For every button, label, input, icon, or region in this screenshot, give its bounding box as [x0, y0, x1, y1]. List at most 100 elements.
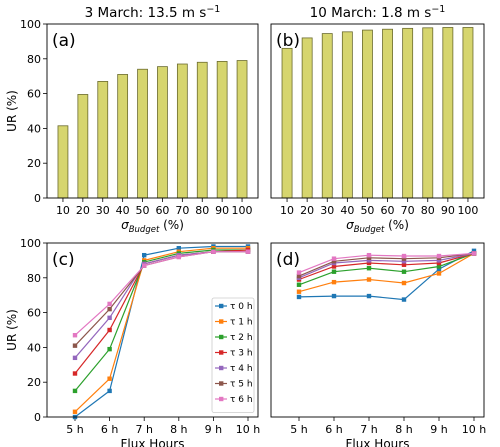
- data-point: [401, 262, 407, 267]
- x-tick-label: 40: [340, 204, 354, 217]
- data-point: [142, 263, 147, 268]
- data-point: [436, 260, 442, 266]
- data-point: [296, 282, 302, 287]
- series-line: [74, 249, 248, 392]
- x-tick-label: 70: [401, 204, 415, 217]
- data-point: [331, 256, 337, 261]
- x-tick-label: 20: [300, 204, 314, 217]
- data-point: [436, 266, 442, 272]
- y-tick-label: 60: [27, 307, 41, 320]
- plot-frame-2: [46, 242, 259, 418]
- x-label-unit: (%): [384, 218, 409, 232]
- title-superscript: −1: [431, 4, 445, 15]
- legend-swatch-marker: [219, 350, 224, 355]
- legend-swatch-marker: [219, 319, 224, 324]
- x-axis-label: Flux Hours: [346, 437, 410, 447]
- data-point: [401, 259, 407, 264]
- plot-frame-1: [270, 23, 485, 199]
- data-point: [366, 266, 372, 271]
- data-point: [107, 315, 112, 321]
- series-line: [298, 250, 475, 301]
- plot-frame-3: [270, 242, 485, 418]
- y-tick-label: 100: [20, 237, 41, 250]
- bar: [321, 33, 333, 199]
- data-point: [366, 252, 372, 258]
- data-point: [331, 264, 337, 269]
- legend-swatch-marker: [219, 396, 224, 402]
- x-tick-label: 5 h: [66, 423, 83, 436]
- x-tick-label: 20: [76, 204, 90, 217]
- series-line: [298, 252, 475, 277]
- data-point: [72, 355, 78, 361]
- line-chart-panel: 5 h 6 h 7 h 8 h 9 h 10 h Flux Hours (d): [276, 248, 486, 447]
- legend-swatch-marker: [219, 381, 224, 386]
- data-point: [471, 248, 477, 254]
- title-superscript: −1: [206, 4, 220, 15]
- y-tick-label: 20: [27, 157, 41, 170]
- y-tick-label: 0: [34, 192, 41, 205]
- panel-label: (d): [276, 250, 300, 270]
- data-point: [331, 259, 337, 264]
- data-point: [401, 297, 407, 302]
- legend-swatch-marker: [219, 303, 224, 309]
- data-point: [331, 279, 337, 285]
- data-point: [331, 293, 337, 299]
- data-point: [366, 255, 372, 260]
- y-tick-label: 20: [27, 376, 41, 389]
- panel-label: (a): [52, 31, 76, 51]
- x-tick-label: 50: [360, 204, 374, 217]
- series-line: [298, 252, 475, 293]
- x-tick-label: 8 h: [395, 423, 412, 436]
- title-main: 3 March: 13.5 m s: [85, 5, 207, 21]
- x-label-subscript: Budget: [129, 225, 160, 235]
- y-tick-label: 60: [27, 88, 41, 101]
- y-tick-label: 80: [27, 272, 41, 285]
- bar: [77, 94, 89, 199]
- panel-label: (c): [52, 250, 75, 270]
- series-line: [74, 247, 248, 413]
- y-axis-label: UR (%): [5, 90, 19, 132]
- x-tick-label: 10: [56, 204, 70, 217]
- data-point: [331, 269, 337, 274]
- x-tick-label: 90: [441, 204, 455, 217]
- bar: [176, 63, 188, 199]
- data-point: [296, 273, 302, 279]
- series-line: [298, 252, 475, 286]
- y-tick-label: 40: [27, 341, 41, 354]
- data-point: [107, 346, 112, 352]
- bar: [137, 68, 148, 199]
- bar: [341, 31, 353, 199]
- data-point: [142, 252, 147, 258]
- bar: [196, 61, 208, 199]
- x-tick-label: 10 h: [236, 423, 260, 436]
- series-line: [298, 252, 475, 274]
- x-tick-label: 40: [116, 204, 130, 217]
- data-point: [107, 306, 112, 312]
- bar: [422, 27, 434, 199]
- data-point: [366, 277, 372, 282]
- bar: [382, 28, 393, 199]
- series-line: [298, 252, 475, 279]
- y-axis-label: UR (%): [5, 309, 19, 351]
- bar: [57, 125, 69, 199]
- x-tick-label: 80: [421, 204, 435, 217]
- x-label-symbol: σ: [121, 218, 129, 232]
- data-point: [245, 249, 251, 254]
- legend-entry: τ 3 h: [230, 349, 253, 359]
- series-line: [74, 251, 248, 336]
- x-label-symbol: σ: [346, 218, 354, 232]
- legend-entry: τ 0 h: [230, 302, 253, 312]
- bar: [402, 27, 414, 199]
- data-point: [107, 388, 112, 394]
- title-main: 10 March: 1.8 m s: [310, 5, 432, 21]
- x-tick-label: 9 h: [430, 423, 447, 436]
- bar: [462, 27, 474, 199]
- plot-frame-0: [46, 23, 259, 199]
- bar: [362, 29, 373, 199]
- x-label-unit: (%): [159, 218, 184, 232]
- data-point: [296, 289, 302, 294]
- bar-chart-panel: 10 20 30 40 50 60 70 80 90 100 10 March: 1.8 m s−1…: [276, 4, 478, 235]
- legend-entry: τ 2 h: [230, 333, 253, 343]
- x-tick-label: 7 h: [360, 423, 377, 436]
